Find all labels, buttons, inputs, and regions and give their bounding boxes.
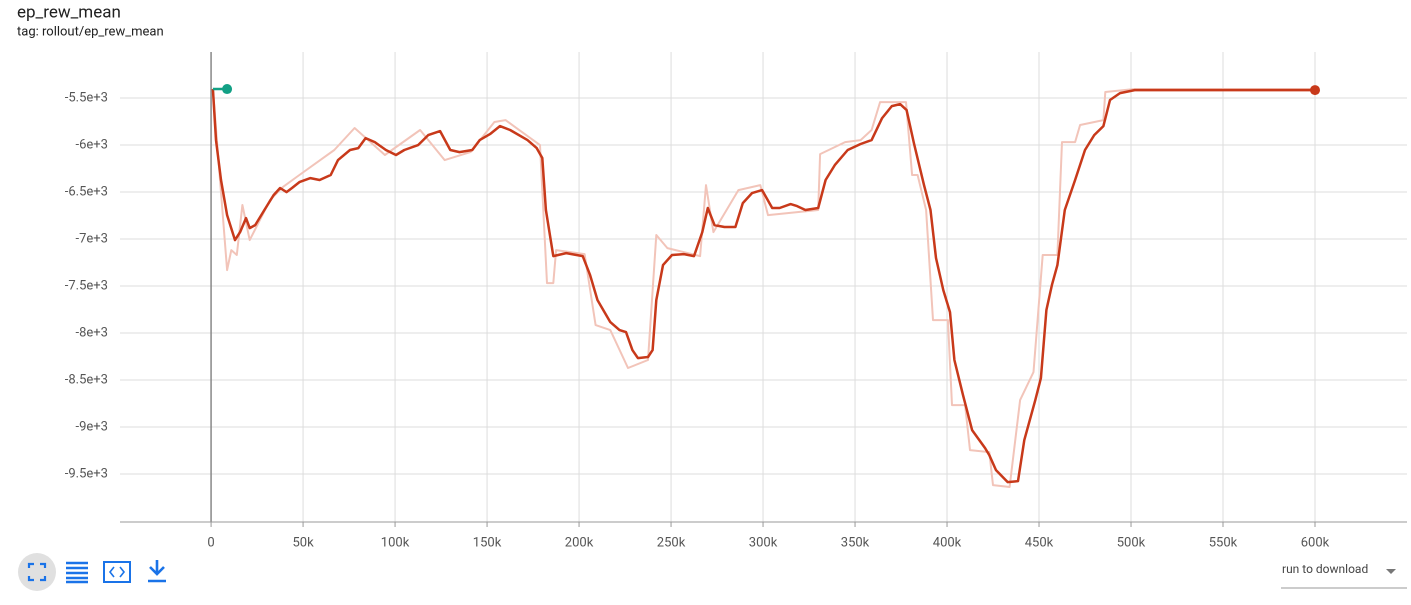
- x-tick-label: 350k: [841, 535, 870, 550]
- fit-domain-button[interactable]: [103, 561, 131, 583]
- y-tick-label: -6.5e+3: [65, 184, 108, 199]
- series-line: [211, 88, 1315, 484]
- y-tick-label: -5.5e+3: [65, 90, 108, 105]
- series-line: [211, 88, 1315, 488]
- x-tick-label: 550k: [1209, 535, 1238, 550]
- y-tick-label: -7e+3: [76, 231, 108, 246]
- x-tick-label: 400k: [933, 535, 962, 550]
- download-button[interactable]: [148, 560, 166, 583]
- x-tick-label: 600k: [1301, 535, 1330, 550]
- x-tick-label: 150k: [473, 535, 502, 550]
- y-tick-label: -8.5e+3: [65, 372, 108, 387]
- x-tick-label: 450k: [1025, 535, 1054, 550]
- download-select-label: run to download: [1282, 562, 1368, 576]
- y-tick-label: -8e+3: [76, 325, 108, 340]
- x-tick-label: 300k: [749, 535, 778, 550]
- grid: -5.5e+3 -6e+3 -6.5e+3 -7e+3 -7.5e+3 -8e+3 -8.5…: [65, 52, 1407, 550]
- series-end-marker: [222, 84, 233, 95]
- chart-tag: tag: rollout/ep_rew_mean: [17, 24, 164, 39]
- download-select[interactable]: run to download: [1281, 562, 1407, 589]
- x-tick-label: 0: [207, 535, 214, 550]
- y-tick-label: -9.5e+3: [65, 466, 108, 481]
- chart-title: ep_rew_mean: [17, 2, 121, 22]
- y-tick-label: -9e+3: [76, 419, 108, 434]
- y-tick-label: -6e+3: [76, 137, 108, 152]
- x-tick-label: 250k: [657, 535, 686, 550]
- y-tick-label: -7.5e+3: [65, 278, 108, 293]
- x-tick-label: 200k: [565, 535, 594, 550]
- fullscreen-button[interactable]: [18, 553, 56, 591]
- series-end-marker: [1310, 85, 1321, 96]
- x-tick-label: 500k: [1117, 535, 1146, 550]
- x-tick-label: 50k: [292, 535, 314, 550]
- x-tick-label: 100k: [381, 535, 410, 550]
- toggle-log-button[interactable]: [66, 561, 88, 584]
- plot-area: [211, 84, 1321, 488]
